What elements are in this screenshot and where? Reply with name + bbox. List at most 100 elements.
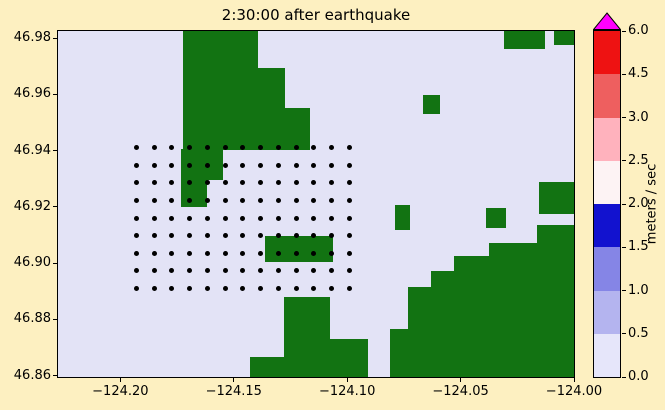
gauge-marker xyxy=(133,197,139,203)
colorbar-tick-mark xyxy=(622,73,626,75)
gauge-marker xyxy=(258,250,264,256)
gauge-marker xyxy=(133,268,139,274)
land-patch xyxy=(207,149,224,180)
plot-title: 2:30:00 after earthquake xyxy=(221,6,411,24)
land-patch xyxy=(183,67,286,128)
gauge-marker xyxy=(258,197,264,203)
gauge-marker xyxy=(258,285,264,291)
gauge-marker xyxy=(169,233,175,239)
gauge-marker xyxy=(311,233,317,239)
gauge-marker xyxy=(275,162,281,168)
land-patch xyxy=(454,256,490,377)
gauge-marker xyxy=(275,145,281,151)
gauge-marker xyxy=(293,162,299,168)
map-plot-area xyxy=(57,30,575,378)
y-tick-label: 46.98 xyxy=(13,30,51,46)
gauge-marker xyxy=(275,197,281,203)
y-tick-label: 46.96 xyxy=(13,86,51,102)
gauge-marker xyxy=(240,145,246,151)
gauge-marker xyxy=(311,145,317,151)
gauge-marker xyxy=(240,233,246,239)
gauge-marker xyxy=(329,162,335,168)
colorbar-segment xyxy=(594,117,620,161)
gauge-marker xyxy=(293,250,299,256)
gauge-marker xyxy=(151,145,157,151)
gauge-marker xyxy=(311,197,317,203)
colorbar-tick-mark xyxy=(622,333,626,335)
colorbar-tick-label: 3.0 xyxy=(628,109,649,125)
gauge-marker xyxy=(187,162,193,168)
y-tick-label: 46.92 xyxy=(13,198,51,214)
colorbar-axis-label: meters / sec xyxy=(644,163,660,245)
gauge-marker xyxy=(293,215,299,221)
x-tick-label: −124.05 xyxy=(432,384,489,399)
gauge-marker xyxy=(329,145,335,151)
colorbar-segment xyxy=(594,290,620,334)
gauge-marker xyxy=(169,268,175,274)
gauge-marker xyxy=(222,268,228,274)
x-tick-label: −124.20 xyxy=(92,384,149,399)
gauge-marker xyxy=(329,268,335,274)
gauge-marker xyxy=(187,215,193,221)
colorbar-tick-label: 2.0 xyxy=(628,196,649,211)
gauge-marker xyxy=(240,197,246,203)
gauge-marker xyxy=(346,162,352,168)
gauge-marker xyxy=(151,197,157,203)
gauge-marker xyxy=(346,180,352,186)
gauge-marker xyxy=(258,162,264,168)
gauge-marker xyxy=(204,162,210,168)
gauge-marker xyxy=(329,233,335,239)
gauge-marker xyxy=(258,145,264,151)
gauge-marker xyxy=(346,197,352,203)
gauge-marker xyxy=(275,268,281,274)
gauge-marker xyxy=(133,215,139,221)
x-tick-mark xyxy=(346,378,348,382)
land-patch xyxy=(539,182,574,214)
gauge-marker xyxy=(258,233,264,239)
gauge-marker xyxy=(346,145,352,151)
gauge-marker xyxy=(204,145,210,151)
gauge-marker xyxy=(187,285,193,291)
gauge-marker xyxy=(151,268,157,274)
gauge-marker xyxy=(240,250,246,256)
gauge-marker xyxy=(258,180,264,186)
y-tick-mark xyxy=(53,318,57,320)
gauge-marker xyxy=(329,197,335,203)
colorbar-tick-label: 0.5 xyxy=(628,325,649,341)
land-patch xyxy=(283,297,330,339)
x-tick-mark xyxy=(233,378,235,382)
land-patch xyxy=(183,126,310,151)
y-tick-mark xyxy=(53,262,57,264)
x-tick-mark xyxy=(119,378,121,382)
gauge-marker xyxy=(275,250,281,256)
gauge-marker xyxy=(311,215,317,221)
gauge-marker xyxy=(133,145,139,151)
gauge-marker xyxy=(293,233,299,239)
y-tick-label: 46.94 xyxy=(13,142,51,158)
gauge-marker xyxy=(222,180,228,186)
gauge-marker xyxy=(311,250,317,256)
gauge-marker xyxy=(133,233,139,239)
x-tick-label: −124.00 xyxy=(545,384,603,399)
gauge-marker xyxy=(311,180,317,186)
gauge-marker xyxy=(187,250,193,256)
gauge-marker xyxy=(169,162,175,168)
colorbar-extend-arrow-icon xyxy=(593,12,621,30)
gauge-marker xyxy=(133,180,139,186)
gauge-marker xyxy=(187,180,193,186)
colorbar-tick-label: 0.0 xyxy=(628,369,649,384)
gauge-marker xyxy=(204,285,210,291)
land-patch xyxy=(553,31,574,46)
land-patch xyxy=(486,207,507,228)
gauge-marker xyxy=(169,215,175,221)
gauge-marker xyxy=(222,162,228,168)
gauge-marker xyxy=(169,197,175,203)
colorbar-tick-label: 1.5 xyxy=(628,239,649,255)
colorbar-segment xyxy=(594,204,620,248)
y-tick-mark xyxy=(53,37,57,39)
land-patch xyxy=(283,338,368,377)
y-tick-label: 46.90 xyxy=(13,255,51,271)
gauge-marker xyxy=(275,215,281,221)
gauge-marker xyxy=(204,233,210,239)
